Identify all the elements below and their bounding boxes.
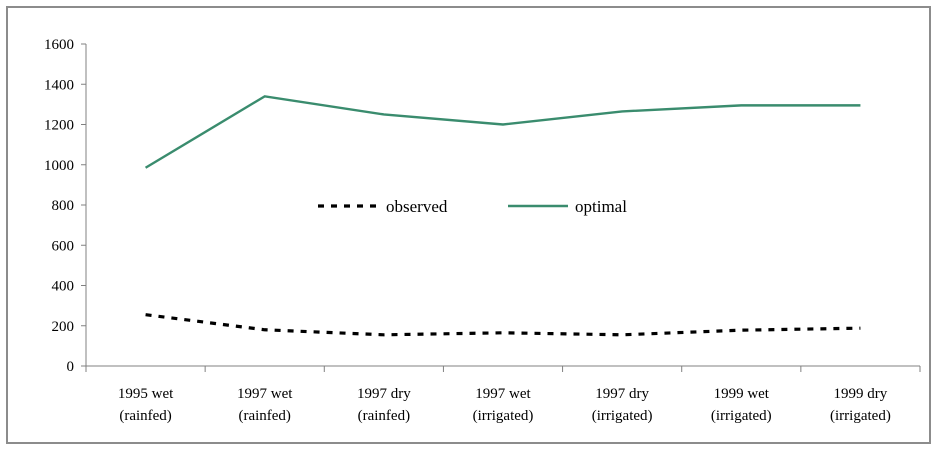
x-tick-label-line: (irrigated) [711,408,772,424]
x-tick-label: 1999 dry (irrigated) [830,386,891,424]
y-tick-label: 600 [52,238,75,254]
y-tick-label: 200 [52,319,75,335]
x-tick-label: 1997 dry (irrigated) [592,386,653,424]
legend-label-observed: observed [386,197,448,216]
x-tick-label: 1999 wet (irrigated) [711,386,772,424]
x-tick-label: 1997 wet (irrigated) [473,386,534,424]
series-line-observed [145,313,861,337]
x-tick-label: 1997 dry (rainfed) [357,386,411,424]
series-line-optimal [144,95,861,169]
y-tick-label: 800 [52,198,75,214]
x-tick-label-line: 1997 dry [357,386,411,402]
y-tick-label: 1600 [44,37,74,53]
x-tick-label-line: (rainfed) [119,408,171,424]
x-tick-label-line: 1997 wet [475,386,531,402]
y-tick-label: 400 [52,279,75,295]
x-tick-label-line: 1999 dry [834,386,888,402]
y-tick-label: 1400 [44,77,74,93]
series-layer [144,95,861,337]
x-tick-label-line: (rainfed) [358,408,410,424]
legend-label-optimal: optimal [575,197,627,216]
legend: observed optimal [318,197,627,216]
y-tick-label: 1000 [44,158,74,174]
x-tick-label-line: (rainfed) [238,408,290,424]
x-tick-label-line: (irrigated) [830,408,891,424]
y-axis: 0 200 400 600 800 1000 1200 1400 1600 [44,37,87,375]
x-axis: 1995 wet (rainfed)1997 wet (rainfed)1997 d… [85,365,921,424]
x-tick-label-line: (irrigated) [592,408,653,424]
x-tick-label-line: 1995 wet [118,386,174,402]
x-tick-label-line: 1999 wet [714,386,770,402]
x-tick-label: 1997 wet (rainfed) [237,386,293,424]
x-tick-label-line: 1997 wet [237,386,293,402]
x-tick-label-line: 1997 dry [595,386,649,402]
y-tick-label: 1200 [44,118,74,134]
x-tick-label-line: (irrigated) [473,408,534,424]
x-tick-label: 1995 wet (rainfed) [118,386,174,424]
y-tick-label: 0 [67,359,75,375]
chart-frame [6,6,931,444]
